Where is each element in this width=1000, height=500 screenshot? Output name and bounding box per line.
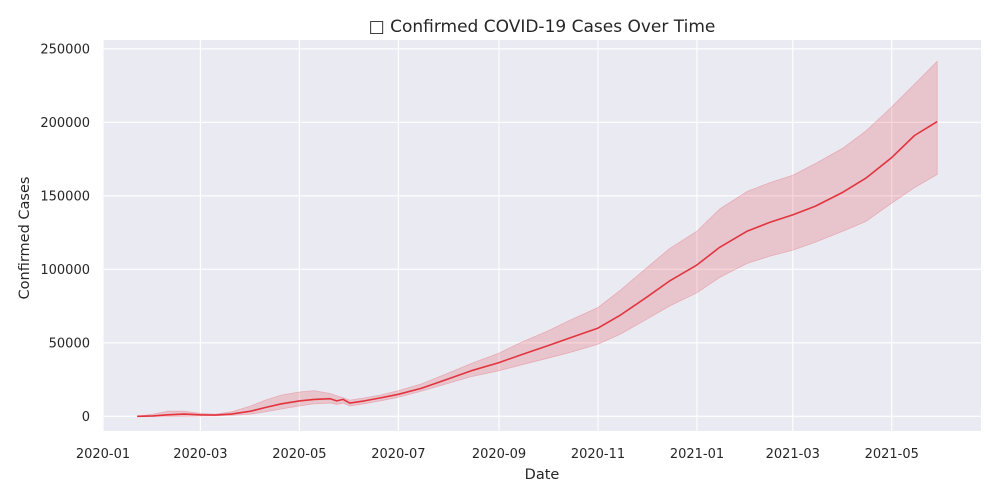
y-tick-label: 100000 xyxy=(40,263,90,278)
y-tick-label: 0 xyxy=(82,410,90,425)
x-tick-label: 2020-05 xyxy=(272,447,326,462)
y-axis-label: Confirmed Cases xyxy=(17,177,33,300)
chart-title: □ Confirmed COVID-19 Cases Over Time xyxy=(369,17,716,37)
y-tick-label: 150000 xyxy=(40,189,90,204)
confidence-band-layer xyxy=(137,60,938,417)
y-tick-label: 50000 xyxy=(49,336,90,351)
x-tick-label: 2020-09 xyxy=(472,447,526,462)
y-tick-label: 250000 xyxy=(40,42,90,57)
series-line xyxy=(137,120,938,418)
x-tick-label: 2020-11 xyxy=(571,447,625,462)
x-tick-label: 2021-01 xyxy=(670,447,724,462)
x-tick-labels: 2020-01 2020-03 2020-05 2020-07 2020-09 2020-… xyxy=(76,447,919,462)
series-line-layer xyxy=(137,120,938,418)
x-tick-label: 2021-05 xyxy=(865,447,919,462)
confidence-band xyxy=(137,60,938,417)
x-tick-label: 2020-07 xyxy=(371,447,425,462)
y-tick-labels: 0 50000 100000 150000 200000 250000 xyxy=(40,42,90,424)
x-tick-label: 2021-03 xyxy=(766,447,820,462)
plot-background xyxy=(103,40,981,431)
y-tick-label: 200000 xyxy=(40,116,90,131)
x-axis-label: Date xyxy=(525,467,560,483)
x-tick-label: 2020-01 xyxy=(76,447,130,462)
x-tick-label: 2020-03 xyxy=(173,447,227,462)
